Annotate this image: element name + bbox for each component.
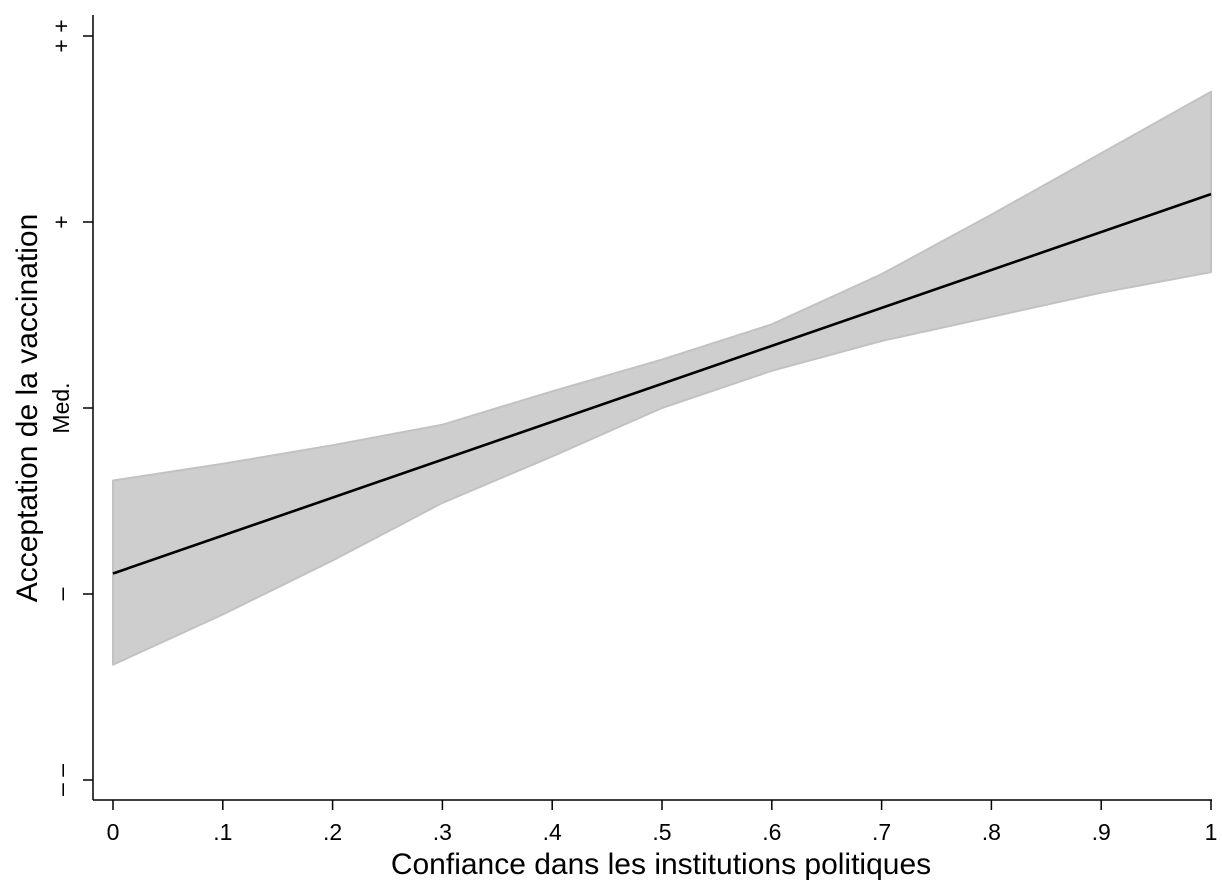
y-tick-label: + + (48, 19, 74, 52)
y-tick-label: + (48, 215, 74, 228)
x-tick-label: 0 (107, 819, 120, 845)
x-tick-label: .9 (1092, 819, 1111, 845)
x-tick-label: .3 (433, 819, 452, 845)
x-tick-label: .8 (982, 819, 1001, 845)
y-tick-label: – (48, 587, 74, 600)
y-axis-ticks: + + + Med. – – – (48, 19, 93, 796)
x-tick-label: .2 (323, 819, 342, 845)
prediction-line-layer (112, 192, 1212, 575)
y-tick-label: – – (48, 764, 74, 796)
x-tick-label: .4 (543, 819, 562, 845)
x-axis-ticks: 0 .1 .2 .3 .4 .5 .6 .7 .8 .9 1 (107, 800, 1218, 845)
x-axis-title: Confiance dans les institutions politiqu… (391, 848, 931, 881)
x-tick-label: .7 (872, 819, 891, 845)
y-axis-title: Acceptation de la vaccination (11, 214, 44, 603)
x-tick-label: 1 (1205, 819, 1218, 845)
confidence-band-layer (112, 90, 1212, 666)
x-tick-label: .1 (213, 819, 232, 845)
prediction-line (112, 192, 1212, 575)
x-tick-label: .6 (762, 819, 781, 845)
confidence-band (112, 90, 1212, 666)
y-tick-label: Med. (48, 382, 74, 433)
x-tick-label: .5 (652, 819, 671, 845)
